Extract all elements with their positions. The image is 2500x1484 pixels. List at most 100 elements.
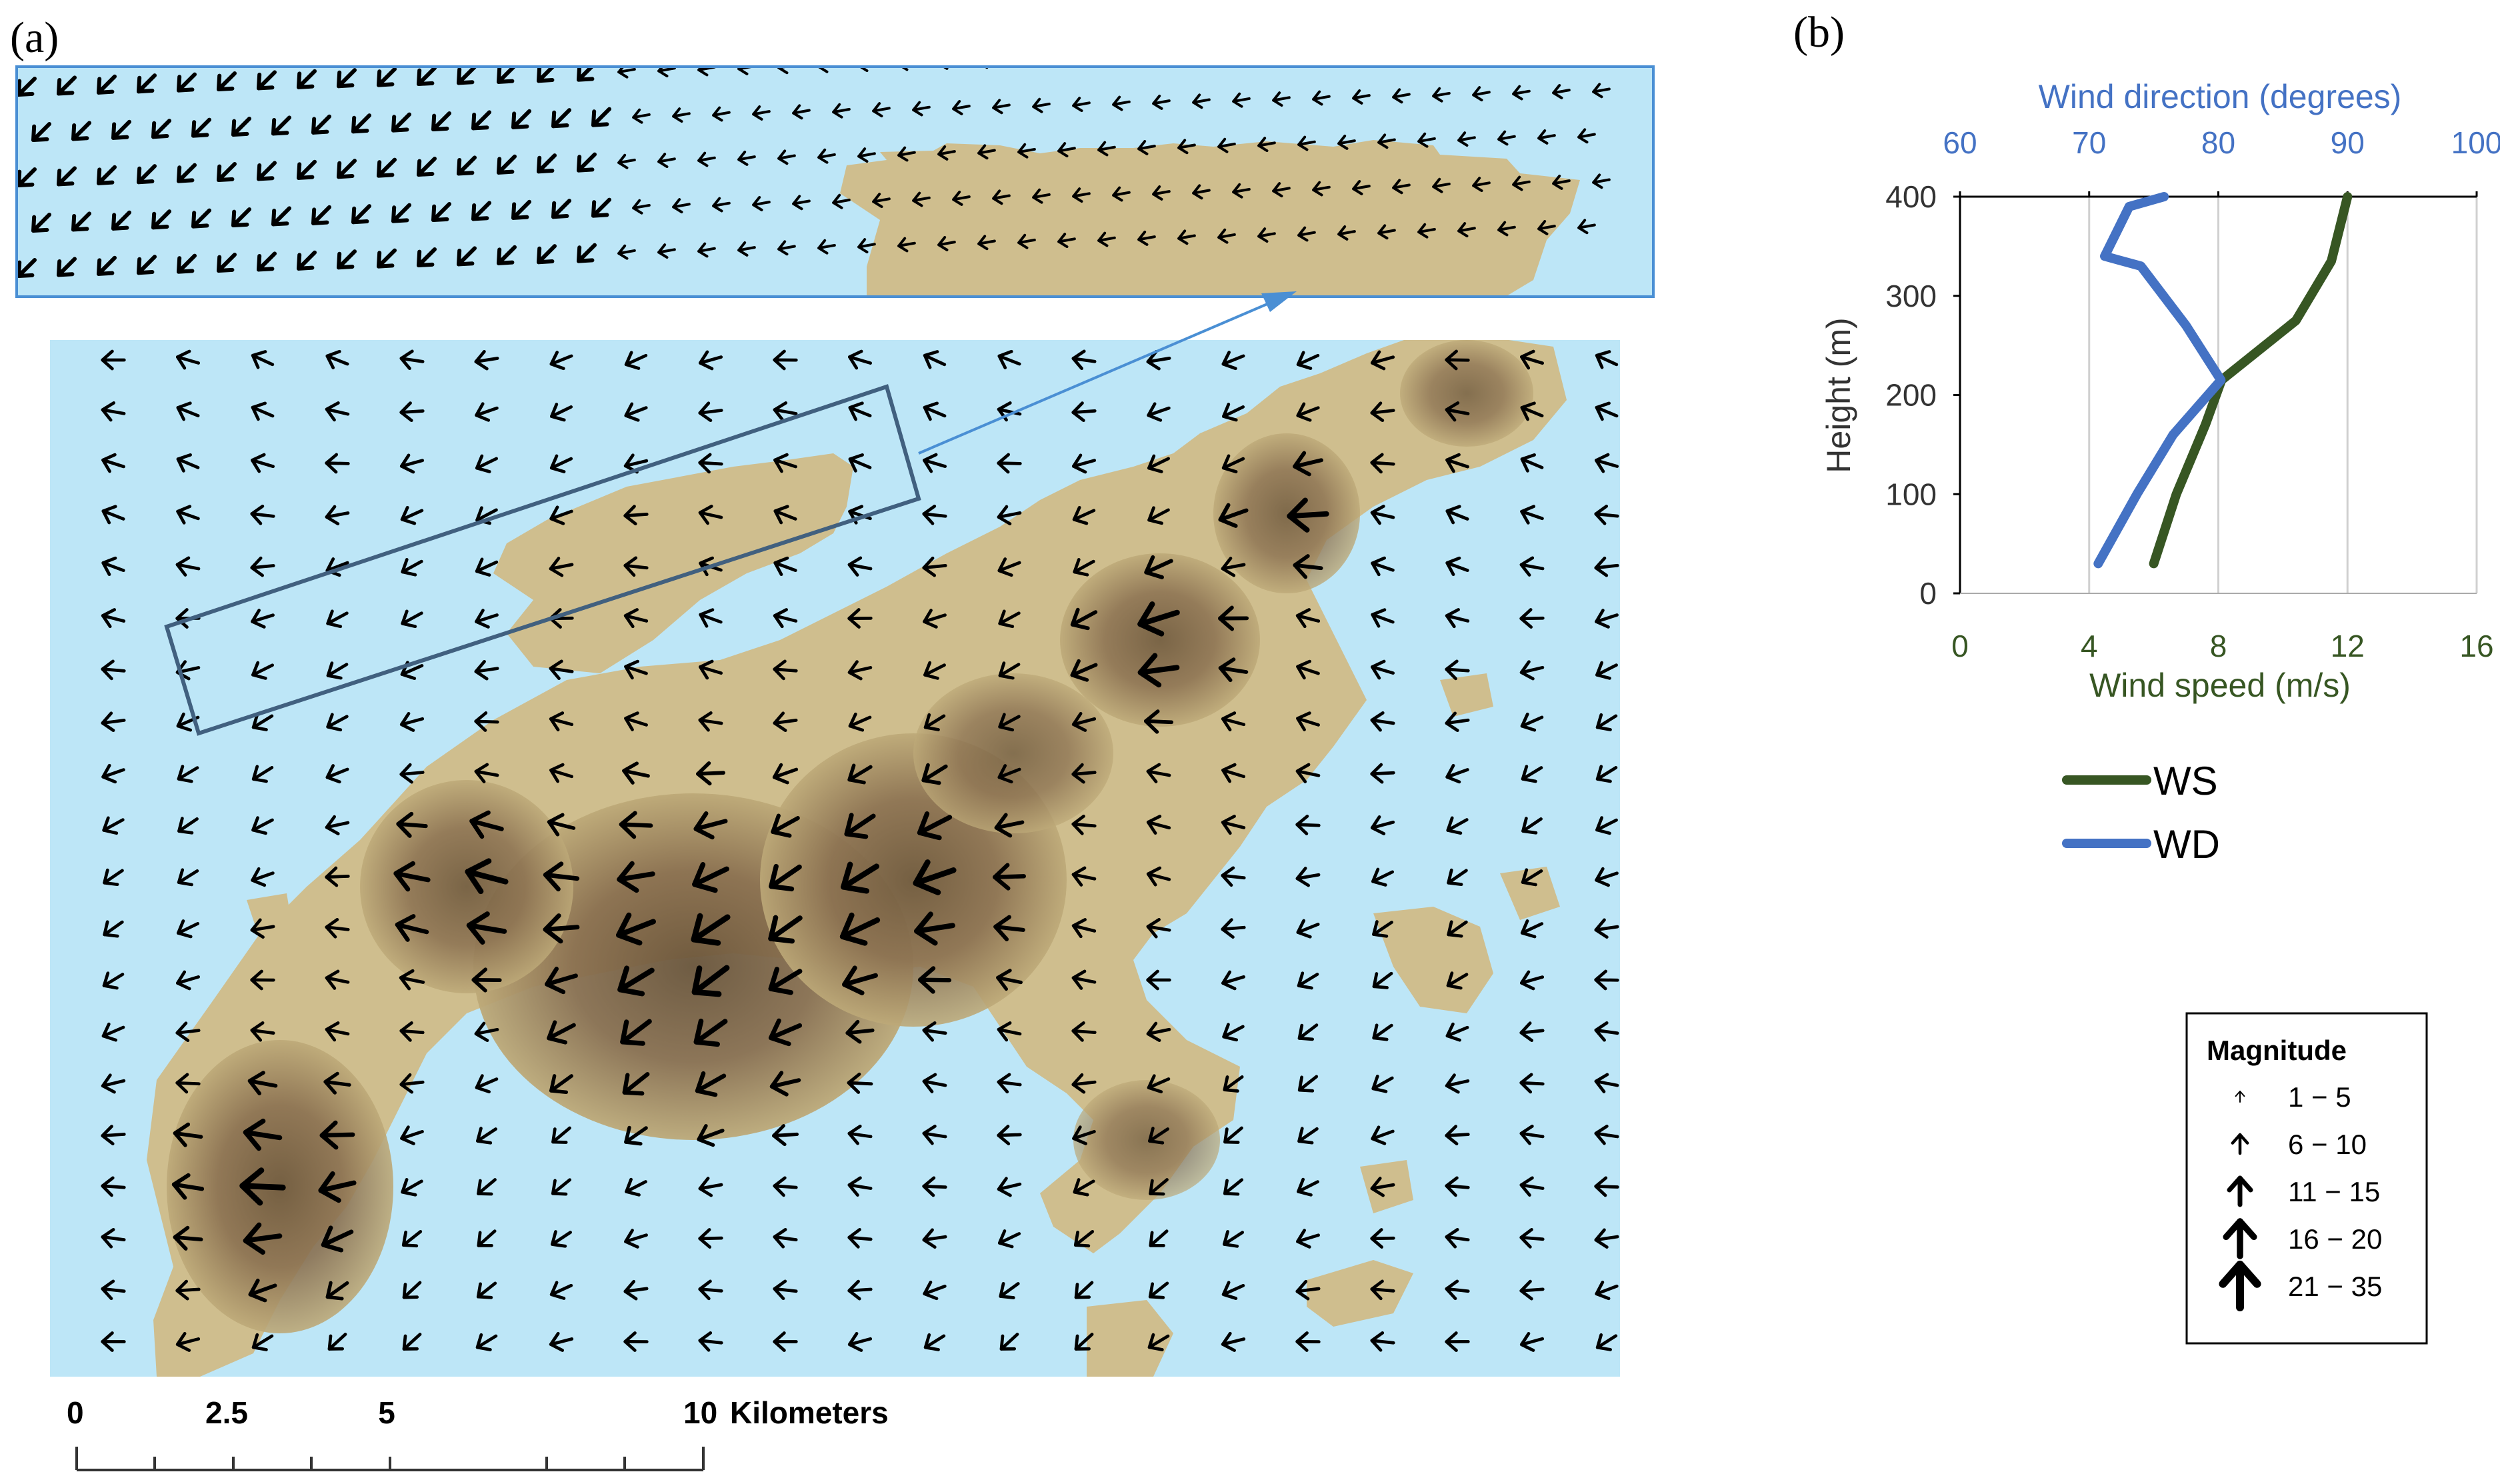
x-top-tick: 80	[2201, 125, 2235, 160]
inset-wind-arrow	[391, 203, 412, 223]
inset-wind-arrow	[697, 242, 716, 258]
wind-arrow	[1223, 1126, 1243, 1144]
wind-arrow	[248, 1278, 277, 1303]
wind-arrow	[325, 815, 350, 835]
inset-wind-arrow	[1218, 47, 1236, 62]
inset-wind-arrow	[231, 207, 252, 228]
wind-arrow	[691, 913, 731, 946]
wind-arrow	[1296, 711, 1320, 731]
inset-wind-arrow	[897, 237, 916, 253]
wind-arrow	[768, 1018, 803, 1047]
inset-wind-arrow	[176, 163, 197, 183]
wind-arrow	[176, 453, 200, 473]
scale-tick-10: 10	[683, 1395, 717, 1430]
wind-arrow	[624, 659, 648, 680]
wind-arrow	[318, 1171, 357, 1203]
inset-wind-arrow	[376, 67, 397, 87]
profile-chart: 0 100 200 300 400 0 4 8 12 16 60 70 80 90 100 Wind d…	[1820, 78, 2500, 867]
inset-wind-arrow	[1497, 130, 1516, 146]
wind-arrow	[1222, 1023, 1245, 1042]
wind-arrow	[1445, 556, 1469, 577]
inset-wind-arrow	[1177, 139, 1196, 155]
wind-arrow	[848, 401, 872, 421]
inset-wind-arrow	[1072, 187, 1091, 203]
scale-tick-2.5: 2.5	[205, 1395, 248, 1430]
wind-arrow	[101, 401, 126, 422]
wind-arrow	[1372, 920, 1393, 938]
inset-wind-arrow	[1017, 143, 1036, 159]
inset-wind-arrow	[1232, 92, 1251, 108]
wind-arrow	[326, 609, 349, 629]
wind-arrow	[173, 1122, 203, 1147]
wind-arrow	[623, 505, 649, 525]
wind-arrow	[773, 1227, 798, 1249]
wind-arrow	[847, 763, 873, 785]
inset-wind-arrow	[1137, 230, 1156, 246]
inset-wind-arrow	[1538, 39, 1556, 54]
wind-arrow	[698, 350, 723, 371]
wind-arrow	[1073, 1229, 1095, 1248]
wind-arrow	[993, 915, 1025, 941]
wind-arrow	[325, 505, 350, 525]
wind-arrow	[319, 1120, 355, 1150]
wind-arrow	[1595, 867, 1619, 887]
inset-wind-arrow	[937, 145, 956, 161]
wind-arrow	[1149, 1229, 1169, 1247]
wind-arrow	[1221, 763, 1245, 783]
inset-wind-arrow	[336, 249, 357, 270]
wind-arrow	[923, 1280, 947, 1301]
x-top-tick: 100	[2451, 125, 2500, 160]
wind-arrow	[1445, 1176, 1470, 1197]
wind-arrow	[624, 1229, 648, 1249]
wind-arrow	[622, 761, 650, 785]
wind-arrow	[1594, 556, 1619, 577]
inset-wind-arrow	[872, 102, 891, 118]
wind-arrow	[847, 1176, 873, 1197]
wind-arrow	[325, 969, 350, 990]
wind-arrow	[997, 764, 1021, 784]
wind-arrow	[773, 453, 797, 473]
wind-arrow	[619, 811, 653, 839]
wind-arrow	[1072, 505, 1096, 525]
wind-arrow	[1296, 351, 1320, 370]
inset-wind-arrow	[1338, 44, 1356, 59]
inset-wind-arrow	[1337, 225, 1356, 241]
wind-arrow	[101, 505, 125, 525]
scale-tick-5: 5	[378, 1395, 395, 1430]
wind-arrow	[101, 349, 126, 371]
inset-wind-arrow	[1552, 174, 1571, 190]
wind-arrow	[466, 911, 507, 945]
wind-arrow	[1595, 401, 1619, 421]
wind-arrow	[396, 811, 428, 838]
legend-wd-label: WD	[2153, 822, 2220, 867]
wind-arrow	[1370, 350, 1395, 371]
x-bottom-axis-label: Wind speed (m/s)	[2089, 667, 2351, 704]
x-bottom-tick: 12	[2331, 629, 2365, 663]
inset-wind-arrow	[912, 101, 931, 117]
magnitude-class-label: 6 − 10	[2288, 1129, 2367, 1160]
wind-arrow	[844, 813, 876, 839]
inset-wind-arrow	[1512, 175, 1531, 191]
wind-arrow	[549, 1074, 573, 1095]
magnitude-class-label: 16 − 20	[2288, 1223, 2382, 1255]
wind-arrow	[1445, 608, 1470, 629]
wind-arrow	[1520, 401, 1544, 421]
wind-arrow	[1519, 1227, 1545, 1249]
inset-wind-arrow	[17, 257, 37, 279]
x-top-tick: 70	[2072, 125, 2106, 160]
inset-wind-arrow	[977, 144, 996, 160]
terrain	[147, 340, 1567, 1377]
inset-wind-arrow	[256, 161, 277, 181]
wind-arrow	[1594, 1176, 1619, 1197]
inset-wind-arrow	[376, 157, 397, 178]
wind-arrow	[847, 608, 873, 629]
wind-arrow	[551, 1230, 572, 1248]
wind-arrow	[171, 1173, 205, 1200]
inset-wind-arrow	[551, 199, 572, 219]
wind-arrow	[1370, 505, 1395, 525]
wind-arrow	[1146, 917, 1171, 939]
magnitude-arrow	[2231, 1133, 2249, 1155]
inset-wind-arrow	[1137, 139, 1156, 155]
wind-arrow	[997, 1021, 1022, 1042]
wind-arrow	[549, 659, 574, 681]
